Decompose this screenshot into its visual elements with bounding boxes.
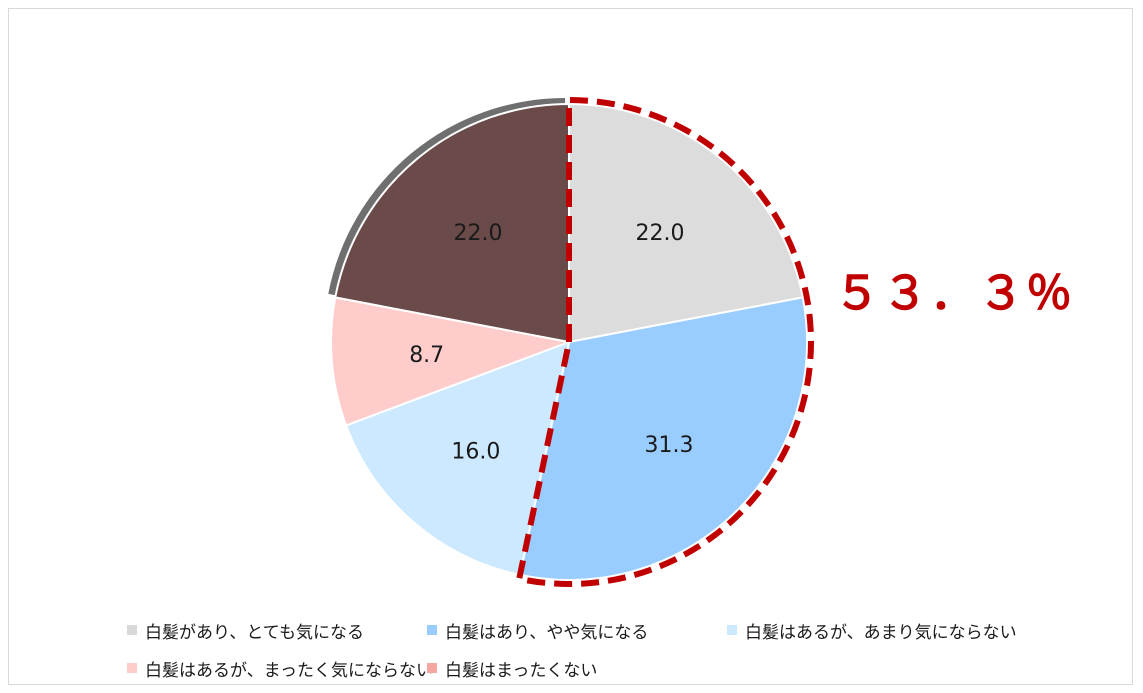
legend-swatch	[727, 625, 737, 635]
legend-label: 白髪はあり、やや気になる	[445, 622, 649, 643]
legend-label: 白髪はまったくない	[445, 660, 598, 681]
legend-swatch	[127, 663, 137, 673]
pie-data-labels: 22.0 31.3 16.0 8.7 22.0	[409, 221, 693, 464]
pie-slice	[330, 296, 573, 427]
pie-data-label: 22.0	[636, 221, 685, 246]
chart-frame: 22.0 31.3 16.0 8.7 22.0 ５３．３％ 白髪があり、とても気になる …	[8, 8, 1133, 685]
highlight-percentage-text: ５３．３％	[834, 266, 1074, 320]
legend-label: 白髪はあるが、あまり気にならない	[745, 622, 1017, 643]
legend-row-2: 白髪はあるが、まったく気にならない 白髪はまったくない	[127, 653, 1087, 683]
legend-swatch	[427, 663, 437, 673]
legend-item: 白髪はあるが、まったく気にならない	[127, 656, 433, 681]
pie-data-label: 8.7	[409, 343, 444, 368]
legend-label: 白髪はあるが、まったく気にならない	[145, 660, 433, 681]
legend-item: 白髪はあるが、あまり気にならない	[727, 618, 1017, 643]
pie-slice	[334, 102, 570, 344]
legend-swatch	[427, 625, 437, 635]
legend-swatch	[127, 625, 137, 635]
legend-item: 白髪はあり、やや気になる	[427, 618, 727, 643]
pie-slice	[344, 340, 571, 577]
legend-row-1: 白髪があり、とても気になる 白髪はあり、やや気になる 白髪はあるが、あまり気にな…	[127, 615, 1087, 645]
pie-data-label: 22.0	[454, 221, 503, 246]
pie-slices	[328, 98, 808, 581]
chart-legend: 白髪があり、とても気になる 白髪はあり、やや気になる 白髪はあるが、あまり気にな…	[127, 615, 1087, 691]
legend-item: 白髪はまったくない	[427, 656, 597, 681]
legend-label: 白髪があり、とても気になる	[145, 622, 364, 643]
highlight-dashed-outline	[516, 97, 814, 587]
pie-slice	[518, 296, 808, 581]
pie-chart: 22.0 31.3 16.0 8.7 22.0 ５３．３％	[328, 97, 1074, 587]
pie-slice	[568, 102, 804, 344]
legend-item: 白髪があり、とても気になる	[127, 618, 427, 643]
pie-data-label: 31.3	[645, 433, 694, 458]
pie-data-label: 16.0	[451, 439, 500, 464]
